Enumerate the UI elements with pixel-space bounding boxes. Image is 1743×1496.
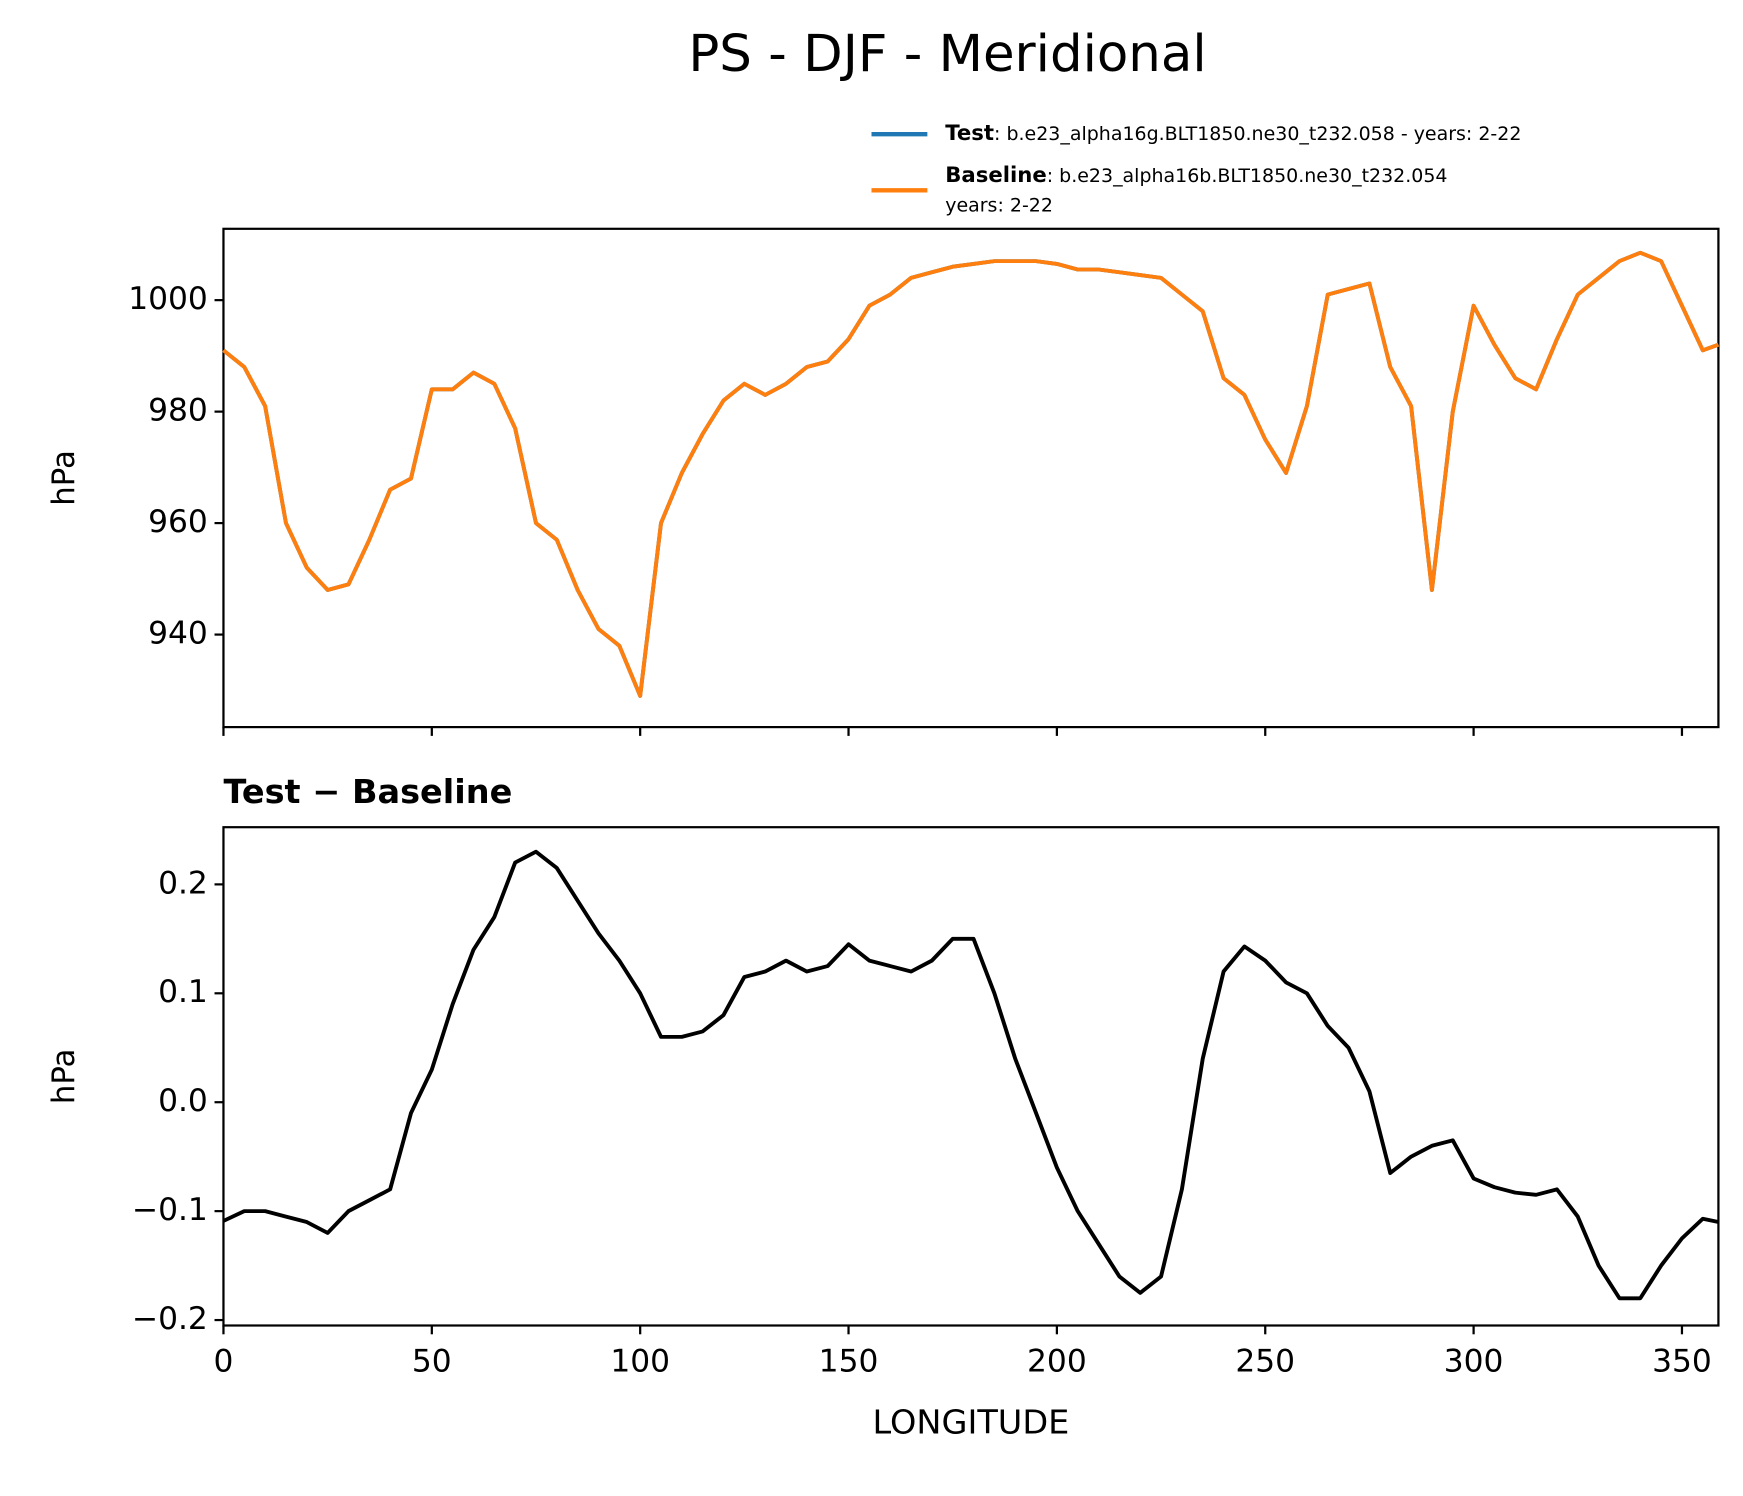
x-axis-label: LONGITUDE xyxy=(873,1403,1070,1442)
x-tick-label: 50 xyxy=(412,1344,452,1380)
legend-label: years: 2-22 xyxy=(945,195,1053,216)
legend-name: Test xyxy=(945,120,994,145)
x-tick-label: 300 xyxy=(1444,1344,1504,1380)
y-tick-label: −0.2 xyxy=(132,1301,208,1337)
plot-frame xyxy=(222,826,1720,1327)
y-tick-label: 960 xyxy=(148,504,208,540)
y-tick-label: 980 xyxy=(148,393,208,429)
x-tick-label: 0 xyxy=(214,1344,234,1380)
y-tick-label: 0.1 xyxy=(158,974,208,1010)
line-series xyxy=(222,250,1720,698)
y-tick-label: 1000 xyxy=(128,281,208,317)
y-tick-label: −0.1 xyxy=(132,1192,208,1228)
plot-frame xyxy=(222,227,1720,729)
line-series xyxy=(222,849,1719,1301)
x-tick-label: 250 xyxy=(1235,1344,1295,1380)
figure-title: PS - DJF - Meridional xyxy=(688,25,1206,84)
legend-label: Test: b.e23_alpha16g.BLT1850.ne30_t232.0… xyxy=(945,120,1521,145)
x-tick-label: 100 xyxy=(610,1344,670,1380)
legend-text: years: 2-22 xyxy=(945,195,1053,216)
subplot-title: Test − Baseline xyxy=(223,772,512,811)
legend-label: Baseline: b.e23_alpha16b.BLT1850.ne30_t2… xyxy=(945,162,1447,187)
line-series xyxy=(222,250,1720,698)
y-axis-label: hPa xyxy=(46,1049,82,1105)
legend-text: : b.e23_alpha16b.BLT1850.ne30_t232.054 xyxy=(1047,166,1448,187)
x-tick-label: 200 xyxy=(1027,1344,1087,1380)
y-tick-label: 940 xyxy=(148,616,208,652)
legend-text: : b.e23_alpha16g.BLT1850.ne30_t232.058 -… xyxy=(994,124,1521,145)
x-tick-label: 150 xyxy=(819,1344,879,1380)
legend-name: Baseline xyxy=(945,162,1047,187)
x-tick-label: 350 xyxy=(1652,1344,1712,1380)
y-tick-label: 0.2 xyxy=(158,866,208,902)
y-axis-label: hPa xyxy=(46,450,82,506)
y-tick-label: 0.0 xyxy=(158,1083,208,1119)
